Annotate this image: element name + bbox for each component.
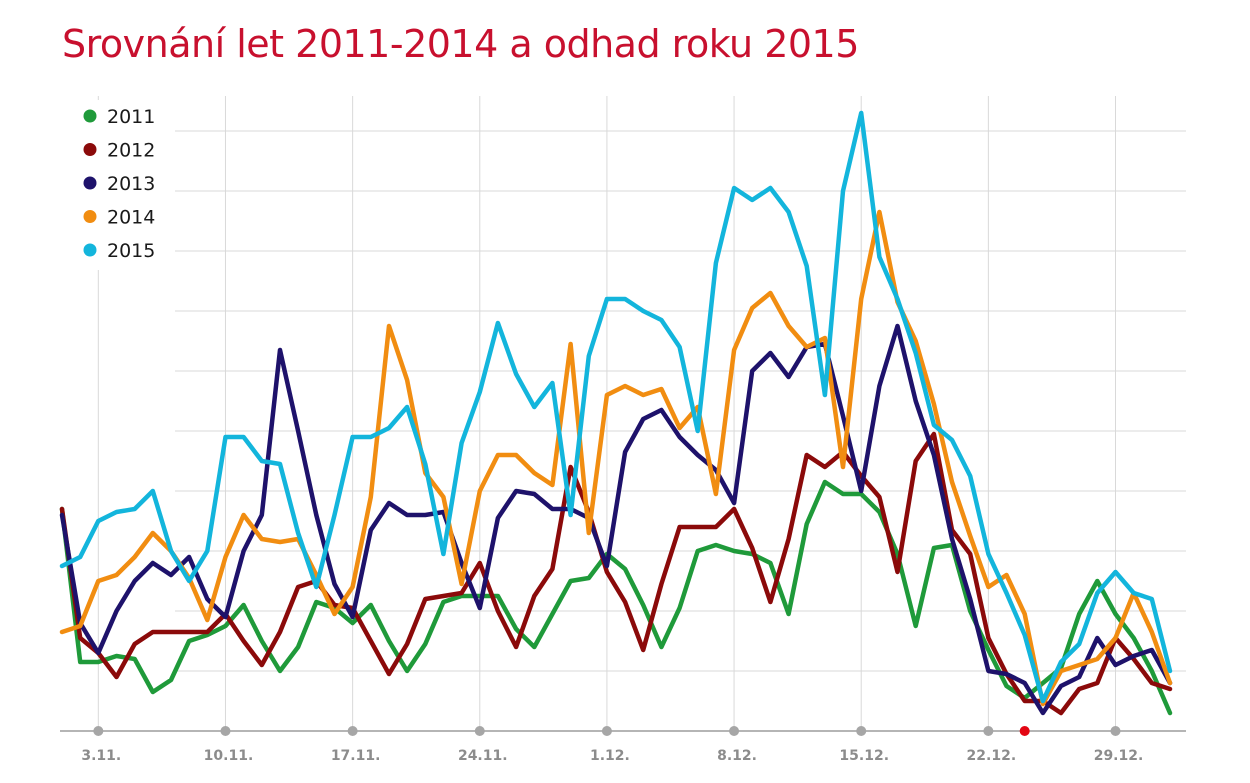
x-tick-label: 22.12.: [967, 748, 1017, 764]
today-marker: [1019, 726, 1030, 736]
x-tick-dot: [729, 726, 740, 736]
legend-marker-2013: [83, 176, 97, 190]
series-line-2013: [59, 323, 1173, 716]
x-tick-dot: [474, 726, 485, 736]
x-tick-label: 17.11.: [331, 748, 381, 764]
legend-label-2013: 2013: [107, 173, 155, 195]
legend-marker-2011: [83, 109, 97, 123]
x-axis: 3.11. 10.11. 17.11. 24.11. 1.12. 8.12. 15.12. 2…: [60, 726, 1186, 764]
x-tick-label: 8.12.: [717, 748, 757, 764]
x-tick-dot: [1110, 726, 1121, 736]
series-line-2012: [59, 431, 1173, 716]
legend: 2011 2012 2013 2014 2015: [75, 100, 175, 270]
legend-label-2014: 2014: [107, 207, 155, 229]
grid: [97, 96, 1186, 731]
series-line-2011: [59, 479, 1173, 716]
legend-marker-2014: [83, 210, 97, 223]
x-tick-label: 24.11.: [458, 748, 508, 764]
x-tick-dot: [347, 726, 358, 736]
x-tick-dot: [220, 726, 231, 736]
series-lines: [59, 110, 1173, 716]
x-tick-dot: [856, 726, 867, 736]
legend-marker-2015: [83, 243, 97, 257]
x-tick-label: 3.11.: [81, 748, 121, 764]
x-tick-label: 29.12.: [1094, 748, 1144, 764]
legend-marker-2012: [83, 143, 97, 156]
series-line-2014: [59, 209, 1173, 707]
x-tick-label: 10.11.: [204, 748, 254, 764]
legend-label-2011: 2011: [107, 106, 155, 128]
chart-title: Srovnání let 2011-2014 a odhad roku 2015: [62, 22, 859, 66]
x-tick-label: 1.12.: [590, 748, 630, 764]
legend-label-2012: 2012: [107, 140, 155, 162]
x-tick-dot: [983, 726, 994, 736]
legend-label-2015: 2015: [107, 240, 155, 262]
x-tick-dot: [601, 726, 612, 736]
x-tick-dot: [93, 726, 104, 736]
series-line-2015: [59, 110, 1173, 704]
x-tick-label: 15.12.: [839, 748, 889, 764]
